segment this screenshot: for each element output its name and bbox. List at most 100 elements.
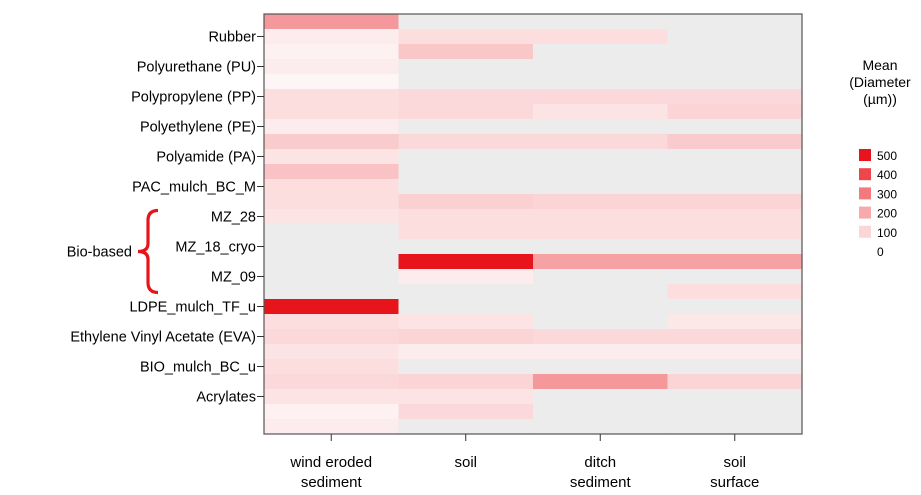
heatmap-cell bbox=[667, 119, 803, 135]
heatmap-cell bbox=[533, 419, 669, 435]
heatmap-cell bbox=[398, 89, 534, 105]
heatmap-cell bbox=[398, 344, 534, 360]
y-tick-label: Acrylates bbox=[196, 390, 256, 406]
heatmap-cell bbox=[264, 44, 400, 60]
x-tick-label: soil bbox=[454, 454, 477, 471]
heatmap-cell bbox=[264, 134, 400, 150]
legend-label: 100 bbox=[877, 226, 897, 240]
heatmap-cell bbox=[533, 239, 669, 255]
y-tick-label: Polyethylene (PE) bbox=[140, 120, 256, 136]
heatmap-cell bbox=[398, 284, 534, 300]
heatmap-cell bbox=[264, 404, 400, 420]
x-tick-label: wind eroded sediment bbox=[289, 454, 372, 491]
heatmap-cell bbox=[533, 374, 669, 390]
heatmap-cell bbox=[667, 14, 803, 30]
heatmap-cell bbox=[398, 149, 534, 165]
heatmap-cell bbox=[533, 389, 669, 405]
heatmap-cell bbox=[398, 299, 534, 315]
legend-swatch bbox=[859, 206, 871, 219]
heatmap-cell bbox=[398, 224, 534, 240]
heatmap-cell bbox=[398, 44, 534, 60]
heatmap-cell bbox=[264, 314, 400, 330]
heatmap-cell bbox=[533, 344, 669, 360]
heatmap-cell bbox=[533, 44, 669, 60]
heatmap-cell bbox=[667, 314, 803, 330]
legend-title: Mean (Diameter (µm)) bbox=[849, 57, 911, 107]
heatmap-cell bbox=[264, 179, 400, 195]
legend-swatch bbox=[859, 187, 871, 200]
bio-based-label: Bio-based bbox=[67, 245, 132, 261]
heatmap-cell bbox=[264, 284, 400, 300]
heatmap-cell bbox=[533, 194, 669, 210]
heatmap-cell bbox=[533, 29, 669, 45]
heatmap-cell bbox=[667, 419, 803, 435]
heatmap-cell bbox=[398, 239, 534, 255]
legend-label: 200 bbox=[877, 207, 897, 221]
legend-swatch bbox=[859, 149, 871, 161]
heatmap-cell bbox=[264, 224, 400, 240]
heatmap-cell bbox=[398, 209, 534, 225]
x-tick-label: soil surface bbox=[710, 454, 759, 491]
heatmap-cell bbox=[667, 44, 803, 60]
heatmap-cell bbox=[533, 74, 669, 90]
heatmap-cell bbox=[264, 59, 400, 75]
heatmap-cell bbox=[264, 89, 400, 105]
heatmap-cell bbox=[667, 89, 803, 105]
bio-based-bracket bbox=[137, 208, 159, 295]
heatmap-cell bbox=[533, 359, 669, 375]
heatmap-cell bbox=[667, 224, 803, 240]
heatmap-cell bbox=[667, 209, 803, 225]
y-tick-label: MZ_28 bbox=[211, 210, 256, 226]
heatmap-cell bbox=[533, 134, 669, 150]
heatmap-cell bbox=[533, 89, 669, 105]
heatmap-cell bbox=[264, 254, 400, 270]
plot-frame bbox=[263, 13, 803, 435]
heatmap-cell bbox=[398, 254, 534, 270]
y-tick-label: Polyamide (PA) bbox=[156, 150, 256, 166]
legend-label: 500 bbox=[877, 149, 897, 163]
heatmap-cell bbox=[533, 269, 669, 285]
heatmap-cell bbox=[398, 269, 534, 285]
heatmap-cell bbox=[398, 374, 534, 390]
heatmap-cell bbox=[264, 359, 400, 375]
heatmap-cell bbox=[667, 269, 803, 285]
heatmap-cell bbox=[398, 164, 534, 180]
heatmap-cell bbox=[667, 149, 803, 165]
heatmap-cell bbox=[533, 404, 669, 420]
heatmap-cell bbox=[264, 374, 400, 390]
heatmap-cell bbox=[667, 134, 803, 150]
y-tick-label: Rubber bbox=[208, 30, 256, 46]
heatmap-cell bbox=[667, 299, 803, 315]
heatmap-cell bbox=[398, 119, 534, 135]
heatmap-cell bbox=[264, 149, 400, 165]
heatmap-cell bbox=[667, 374, 803, 390]
heatmap-cell bbox=[398, 419, 534, 435]
heatmap-cell bbox=[398, 359, 534, 375]
heatmap-cell bbox=[264, 194, 400, 210]
heatmap-cell bbox=[533, 254, 669, 270]
heatmap-cell bbox=[264, 239, 400, 255]
heatmap-cell bbox=[264, 299, 400, 315]
heatmap-cell bbox=[398, 14, 534, 30]
heatmap-cell bbox=[667, 239, 803, 255]
heatmap-cell bbox=[398, 314, 534, 330]
legend-label: 400 bbox=[877, 168, 897, 182]
heatmap-cell bbox=[398, 29, 534, 45]
y-tick-label: Polypropylene (PP) bbox=[131, 90, 256, 106]
legend-swatch bbox=[859, 225, 871, 238]
y-tick-label: BIO_mulch_BC_u bbox=[140, 360, 256, 376]
heatmap-cell bbox=[667, 254, 803, 270]
heatmap-cell bbox=[533, 329, 669, 345]
y-tick-label: MZ_09 bbox=[211, 270, 256, 286]
heatmap-cell bbox=[533, 14, 669, 30]
heatmap-cell bbox=[667, 344, 803, 360]
heatmap-cell bbox=[264, 14, 400, 30]
heatmap-cell bbox=[264, 329, 400, 345]
heatmap-cell bbox=[398, 329, 534, 345]
heatmap-cell bbox=[398, 404, 534, 420]
heatmap-cell bbox=[667, 104, 803, 120]
legend-label: 300 bbox=[877, 187, 897, 201]
heatmap-cell bbox=[533, 119, 669, 135]
heatmap-cell bbox=[667, 29, 803, 45]
